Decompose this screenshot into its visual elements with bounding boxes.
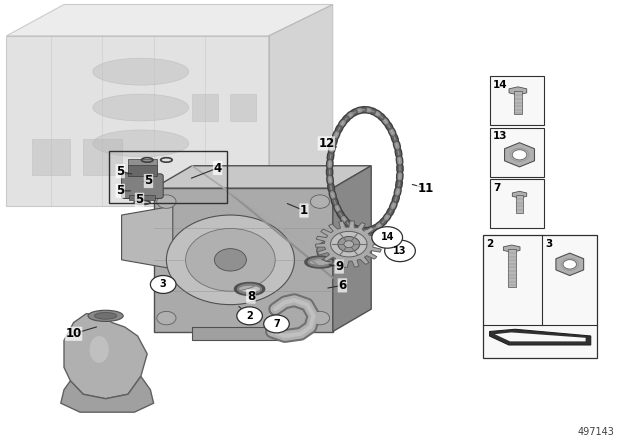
- Ellipse shape: [93, 94, 189, 121]
- Circle shape: [157, 311, 176, 325]
- Text: 5: 5: [116, 164, 124, 178]
- Ellipse shape: [88, 310, 124, 322]
- Circle shape: [512, 150, 527, 160]
- Ellipse shape: [93, 130, 189, 157]
- Text: 13: 13: [493, 131, 508, 141]
- Text: 3: 3: [546, 239, 553, 249]
- Bar: [490, 76, 544, 125]
- Polygon shape: [6, 4, 333, 36]
- Polygon shape: [495, 332, 586, 341]
- Text: 5: 5: [116, 184, 124, 198]
- Circle shape: [214, 249, 246, 271]
- Polygon shape: [512, 191, 527, 198]
- Circle shape: [186, 228, 275, 291]
- Bar: [128, 165, 157, 176]
- Circle shape: [264, 315, 289, 333]
- Text: 6: 6: [339, 279, 346, 292]
- Circle shape: [150, 276, 176, 293]
- Circle shape: [338, 237, 360, 252]
- Bar: [483, 235, 597, 358]
- Polygon shape: [64, 314, 147, 399]
- Ellipse shape: [90, 336, 109, 363]
- Text: 5: 5: [145, 174, 152, 188]
- Bar: [230, 94, 256, 121]
- Polygon shape: [556, 253, 584, 276]
- Polygon shape: [514, 91, 522, 114]
- Text: 4: 4: [214, 161, 221, 175]
- Text: 1: 1: [300, 204, 308, 217]
- Bar: [109, 151, 227, 203]
- Circle shape: [157, 195, 176, 208]
- Polygon shape: [269, 4, 333, 206]
- Circle shape: [310, 195, 330, 208]
- Circle shape: [331, 231, 367, 257]
- Text: 7: 7: [493, 183, 500, 193]
- Bar: [32, 139, 70, 175]
- Text: 7: 7: [273, 319, 280, 329]
- Polygon shape: [122, 206, 173, 269]
- Bar: [128, 159, 157, 165]
- Circle shape: [372, 227, 403, 248]
- Text: 9: 9: [335, 260, 343, 273]
- Text: 2: 2: [246, 311, 253, 321]
- Polygon shape: [61, 376, 154, 412]
- Text: 3: 3: [160, 280, 166, 289]
- Ellipse shape: [93, 58, 189, 85]
- FancyBboxPatch shape: [122, 174, 163, 198]
- Circle shape: [237, 307, 262, 325]
- Text: 13: 13: [393, 246, 407, 256]
- Bar: [83, 139, 122, 175]
- Circle shape: [317, 240, 349, 262]
- Text: 11: 11: [417, 181, 434, 195]
- Polygon shape: [6, 36, 269, 206]
- Polygon shape: [333, 166, 371, 332]
- Polygon shape: [154, 188, 333, 332]
- Polygon shape: [504, 245, 520, 252]
- Polygon shape: [490, 329, 591, 345]
- Text: 2: 2: [486, 239, 493, 249]
- Circle shape: [310, 311, 330, 325]
- Text: 14: 14: [380, 233, 394, 242]
- Polygon shape: [154, 166, 371, 188]
- Bar: [129, 195, 155, 200]
- Polygon shape: [508, 249, 516, 287]
- Text: 497143: 497143: [577, 427, 614, 437]
- Circle shape: [563, 260, 577, 269]
- Polygon shape: [192, 327, 282, 340]
- Text: 10: 10: [65, 327, 82, 340]
- Bar: [490, 128, 544, 177]
- Polygon shape: [504, 142, 534, 167]
- Circle shape: [385, 240, 415, 262]
- Ellipse shape: [95, 313, 117, 319]
- Circle shape: [344, 241, 354, 248]
- Text: 5: 5: [136, 193, 143, 207]
- Circle shape: [166, 215, 294, 305]
- Text: 8: 8: [247, 290, 255, 303]
- Bar: [490, 179, 544, 228]
- Text: 14: 14: [493, 80, 508, 90]
- Polygon shape: [509, 87, 527, 95]
- Polygon shape: [516, 194, 523, 214]
- Bar: [192, 94, 218, 121]
- Polygon shape: [316, 221, 382, 267]
- Text: 12: 12: [318, 137, 335, 150]
